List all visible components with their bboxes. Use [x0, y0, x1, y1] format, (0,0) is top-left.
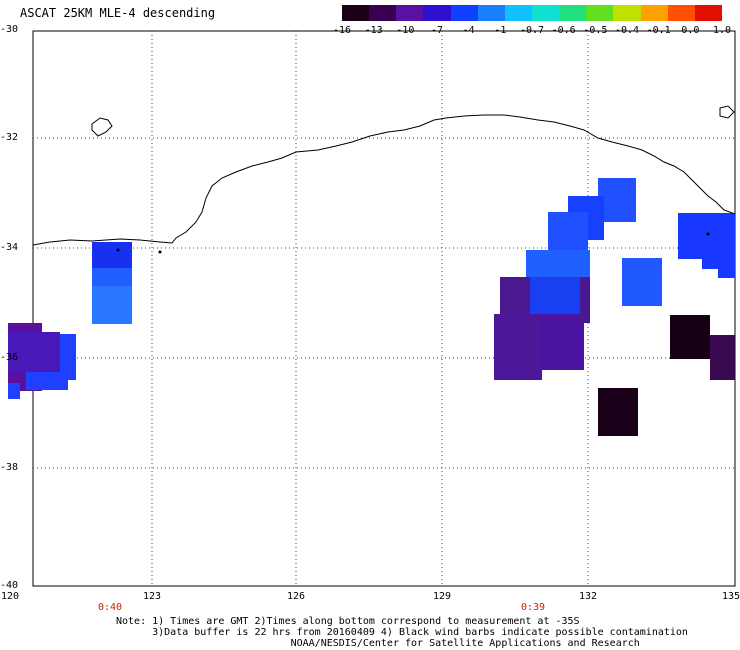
- map-title: ASCAT 25KM MLE-4 descending: [20, 6, 216, 20]
- colorbar-segment: [667, 5, 695, 21]
- lat-label: -32: [0, 132, 19, 143]
- island: [91, 117, 113, 137]
- lon-label: 126: [286, 591, 306, 602]
- colorbar-segment: [423, 5, 451, 21]
- time-label: 0:40: [97, 602, 123, 613]
- island: [719, 105, 735, 119]
- colorbar-segment: [694, 5, 722, 21]
- colorbar-segment: [396, 5, 424, 21]
- coastline: [32, 114, 736, 246]
- colorbar-segment: [559, 5, 587, 21]
- lon-label: 123: [142, 591, 162, 602]
- note-line: 3)Data buffer is 22 hrs from 20160409 4)…: [116, 627, 688, 638]
- lon-label: 129: [432, 591, 452, 602]
- lat-label: -30: [0, 24, 19, 35]
- time-label: 0:39: [520, 602, 546, 613]
- colorbar-segment: [613, 5, 641, 21]
- lat-label: -38: [0, 462, 19, 473]
- wind-cells: [8, 178, 735, 436]
- colorbar-segment: [369, 5, 397, 21]
- note-line: NOAA/NESDIS/Center for Satellite Applica…: [116, 638, 640, 649]
- lat-label: -34: [0, 242, 19, 253]
- lat-label: -40: [0, 580, 19, 591]
- footer-notes: Note: 1) Times are GMT 2)Times along bot…: [116, 616, 688, 649]
- map-frame: [32, 30, 736, 587]
- lat-label: -36: [0, 352, 19, 363]
- colorbar-segment: [531, 5, 560, 21]
- lon-label: 135: [721, 591, 740, 602]
- colorbar-segment: [586, 5, 614, 21]
- wind-barbs: [116, 232, 710, 254]
- note-line: Note: 1) Times are GMT 2)Times along bot…: [116, 616, 580, 627]
- lon-label: 132: [578, 591, 598, 602]
- colorbar-segment: [640, 5, 668, 21]
- colorbar: [342, 5, 722, 21]
- grid-lines: [33, 31, 735, 586]
- colorbar-segment: [477, 5, 505, 21]
- colorbar-segment: [342, 5, 370, 21]
- colorbar-segment: [504, 5, 532, 21]
- lon-label: 120: [0, 591, 20, 602]
- colorbar-segment: [450, 5, 478, 21]
